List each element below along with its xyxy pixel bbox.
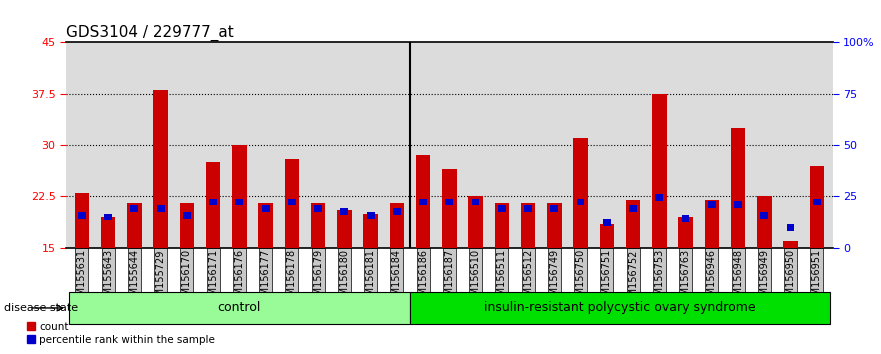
Bar <box>469 196 483 350</box>
Bar <box>629 205 637 212</box>
Bar <box>153 90 167 350</box>
Bar <box>340 208 348 215</box>
Bar <box>311 203 325 350</box>
Bar <box>389 203 404 350</box>
Bar <box>813 199 821 205</box>
Bar <box>678 217 692 350</box>
Bar <box>707 201 715 208</box>
Text: GDS3104 / 229777_at: GDS3104 / 229777_at <box>66 25 233 41</box>
Bar <box>416 155 430 350</box>
Bar <box>521 203 536 350</box>
Bar <box>130 205 138 212</box>
Bar <box>127 203 142 350</box>
Bar <box>288 199 296 205</box>
Bar <box>757 196 772 350</box>
Bar <box>393 208 401 215</box>
Bar <box>655 194 663 201</box>
Bar <box>285 159 299 350</box>
Bar <box>366 212 374 219</box>
Bar <box>337 210 352 350</box>
Bar <box>209 199 217 205</box>
Bar <box>100 217 115 350</box>
Bar <box>78 212 85 219</box>
Bar <box>577 199 584 205</box>
Bar <box>574 138 588 350</box>
Bar <box>315 205 322 212</box>
Bar <box>262 205 270 212</box>
Bar <box>442 169 456 350</box>
Bar <box>760 212 768 219</box>
Bar <box>682 215 690 222</box>
Bar <box>783 241 798 350</box>
Bar <box>551 205 559 212</box>
Bar <box>232 145 247 350</box>
Bar <box>75 193 89 350</box>
Bar <box>626 200 640 350</box>
Text: disease state: disease state <box>4 303 78 313</box>
Bar <box>524 205 532 212</box>
Bar <box>258 203 273 350</box>
Bar <box>206 162 220 350</box>
Bar <box>810 166 824 350</box>
Bar <box>363 213 378 350</box>
Bar <box>731 128 745 350</box>
Bar <box>104 213 112 221</box>
Bar <box>446 199 453 205</box>
Bar <box>494 203 509 350</box>
Legend: count, percentile rank within the sample: count, percentile rank within the sample <box>23 317 219 349</box>
Bar <box>603 219 611 226</box>
Text: control: control <box>218 302 261 314</box>
Text: insulin-resistant polycystic ovary syndrome: insulin-resistant polycystic ovary syndr… <box>485 302 756 314</box>
Bar <box>600 224 614 350</box>
Bar <box>419 199 427 205</box>
Bar <box>157 205 165 212</box>
Bar <box>180 203 194 350</box>
Bar <box>183 212 191 219</box>
Bar <box>471 199 479 205</box>
Bar <box>498 205 506 212</box>
Bar <box>734 201 742 208</box>
Bar <box>705 200 719 350</box>
Bar <box>547 203 561 350</box>
Bar <box>787 224 795 231</box>
Bar <box>652 94 667 350</box>
Bar <box>235 199 243 205</box>
